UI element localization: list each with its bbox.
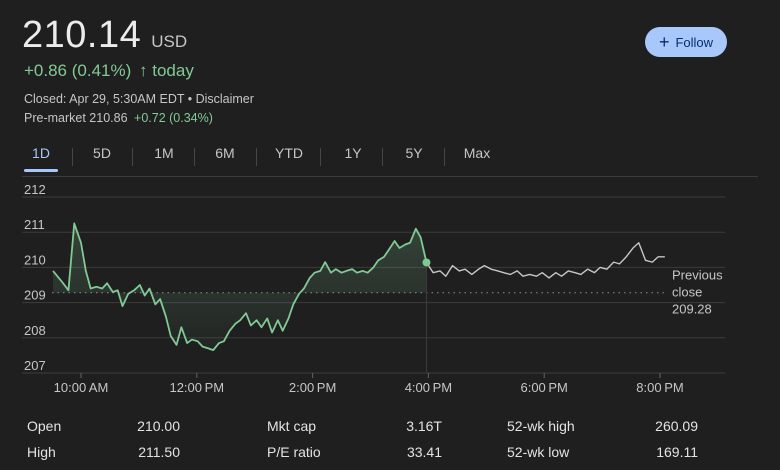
x-tick-label: 10:00 AM xyxy=(54,380,109,395)
active-tab-indicator xyxy=(24,169,58,172)
price-block: 210.14 USD xyxy=(22,14,187,57)
follow-button[interactable]: + Follow xyxy=(645,27,727,57)
previous-close-label: 209.28 xyxy=(672,302,712,317)
tab-max[interactable]: Max xyxy=(463,145,491,161)
x-tick-label: 8:00 PM xyxy=(636,380,683,395)
daily-change: +0.86 (0.41%) ↑ today xyxy=(24,61,194,81)
x-tick-label: 4:00 PM xyxy=(405,380,452,395)
tab-separator xyxy=(382,148,383,166)
arrow-up-icon: ↑ xyxy=(139,61,148,80)
previous-close-label: close xyxy=(672,285,702,300)
tab-separator xyxy=(132,148,133,166)
tab-separator xyxy=(256,148,257,166)
stat-label: Mkt cap xyxy=(267,418,317,434)
stat-label: High xyxy=(27,444,56,460)
x-tick-label: 12:00 PM xyxy=(169,380,224,395)
tab-1y[interactable]: 1Y xyxy=(344,145,362,161)
y-tick-label: 207 xyxy=(24,358,46,373)
stat-value: 260.09 xyxy=(655,418,698,434)
tab-5y[interactable]: 5Y xyxy=(405,145,423,161)
previous-close-label: Previous xyxy=(672,268,723,283)
currency-label: USD xyxy=(151,32,188,51)
premarket-price: Pre-market 210.86 xyxy=(24,111,128,125)
stat-value: 3.16T xyxy=(406,418,442,434)
y-tick-label: 211 xyxy=(24,217,45,232)
tab-ytd[interactable]: YTD xyxy=(275,145,303,161)
premarket-line: Pre-market 210.86 +0.72 (0.34%) xyxy=(24,111,213,125)
y-tick-label: 209 xyxy=(24,288,46,303)
change-value: +0.86 (0.41%) xyxy=(24,61,132,80)
stat-label: 52-wk low xyxy=(507,444,570,460)
regular-session-area xyxy=(53,223,427,351)
tab-separator xyxy=(444,148,445,166)
stat-value: 169.11 xyxy=(656,444,698,460)
tab-1d[interactable]: 1D xyxy=(22,145,60,172)
tab-separator xyxy=(72,148,73,166)
tab-5d[interactable]: 5D xyxy=(93,145,111,161)
y-tick-label: 212 xyxy=(24,182,46,197)
premarket-change: +0.72 (0.34%) xyxy=(134,111,213,125)
stat-label: 52-wk high xyxy=(507,418,575,434)
stat-label: P/E ratio xyxy=(267,444,321,460)
tab-1m[interactable]: 1M xyxy=(154,145,174,161)
stat-value: 211.50 xyxy=(138,444,180,460)
y-tick-label: 208 xyxy=(24,323,46,338)
tabs-divider xyxy=(22,176,758,177)
tab-separator xyxy=(320,148,321,166)
x-tick-label: 2:00 PM xyxy=(289,380,336,395)
stat-value: 210.00 xyxy=(137,418,180,434)
x-tick-label: 6:00 PM xyxy=(520,380,567,395)
tab-6m[interactable]: 6M xyxy=(215,145,235,161)
follow-label: Follow xyxy=(675,34,714,50)
stat-label: Open xyxy=(27,418,62,434)
current-price: 210.14 xyxy=(22,14,142,56)
regular-session-line xyxy=(52,222,428,352)
plus-icon: + xyxy=(658,32,670,52)
tab-separator xyxy=(194,148,195,166)
stat-value: 33.41 xyxy=(406,444,442,460)
after-hours-line xyxy=(425,242,665,279)
close-price-dot xyxy=(422,258,431,267)
change-period: today xyxy=(152,61,194,80)
market-status[interactable]: Closed: Apr 29, 5:30AM EDT • Disclaimer xyxy=(24,92,254,106)
y-tick-label: 210 xyxy=(24,252,46,267)
